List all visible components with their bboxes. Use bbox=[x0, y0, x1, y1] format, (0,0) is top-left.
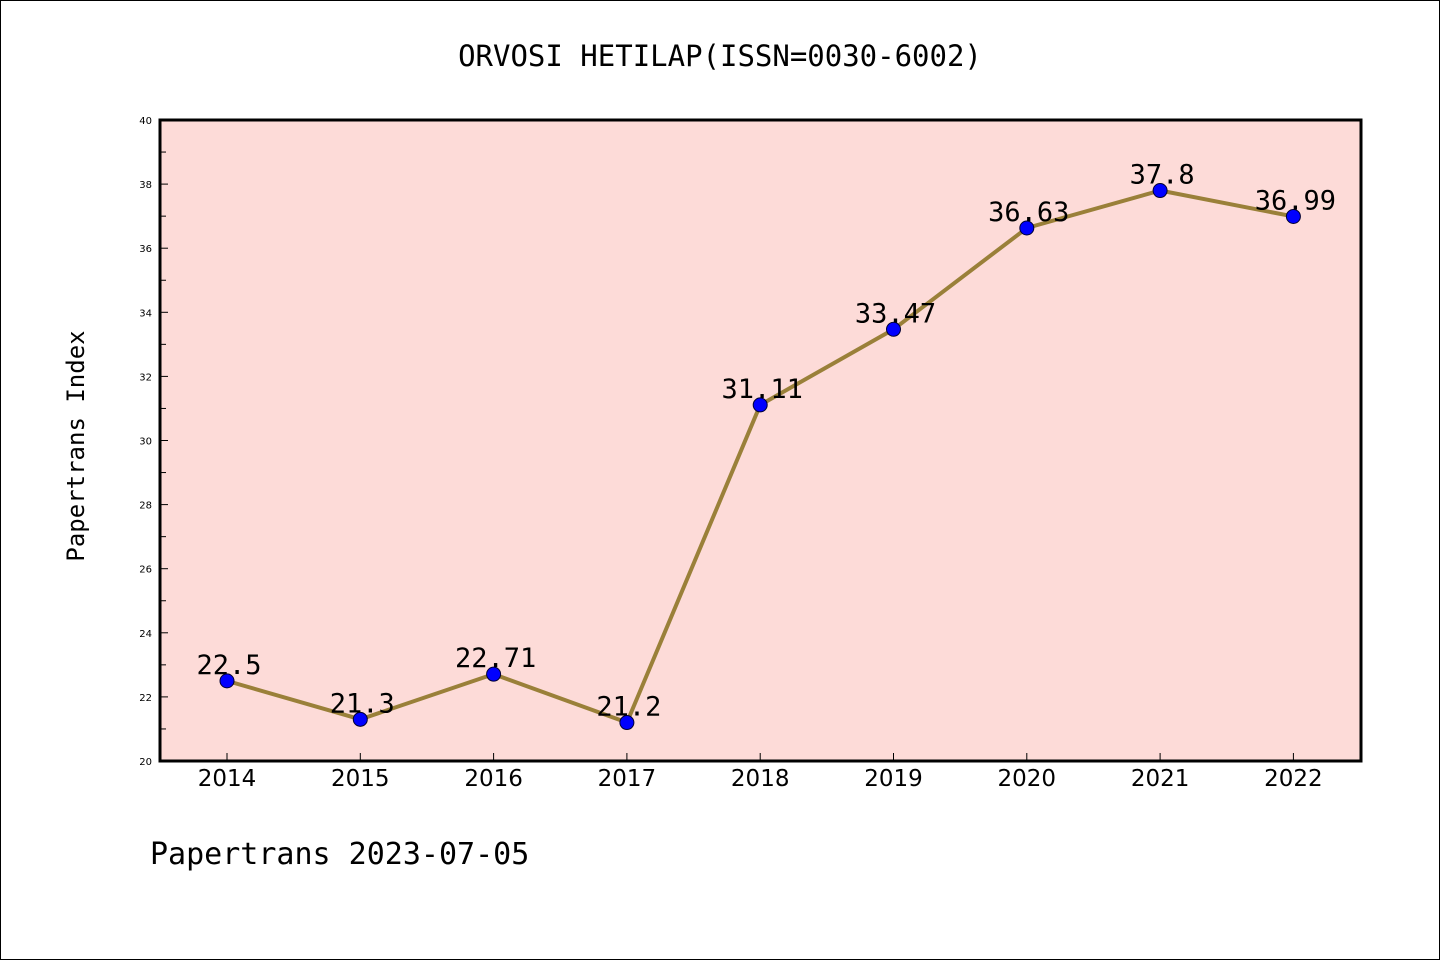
x-tick-label: 2022 bbox=[1264, 766, 1323, 792]
data-label: 37.8 bbox=[1130, 160, 1195, 191]
data-label: 21.2 bbox=[596, 692, 661, 723]
y-tick-label: 32 bbox=[139, 372, 152, 383]
y-tick-label: 28 bbox=[139, 501, 152, 512]
series-line bbox=[219, 183, 1301, 731]
data-point-marker bbox=[619, 715, 635, 731]
y-tick-label: 38 bbox=[139, 180, 152, 191]
data-label: 31.11 bbox=[722, 374, 803, 405]
data-label: 22.5 bbox=[196, 650, 261, 681]
x-tick-label: 2021 bbox=[1131, 766, 1190, 792]
data-label: 36.63 bbox=[988, 197, 1069, 228]
y-tick-label: 20 bbox=[139, 757, 152, 768]
data-point-marker bbox=[752, 397, 768, 413]
chart-title: ORVOSI HETILAP(ISSN=0030-6002) bbox=[458, 39, 982, 73]
y-tick-label: 36 bbox=[139, 244, 152, 255]
data-point-marker bbox=[219, 673, 235, 689]
y-tick-label: 34 bbox=[139, 308, 152, 319]
data-label: 22.71 bbox=[455, 643, 536, 674]
data-point-marker bbox=[1019, 220, 1035, 236]
plot-area bbox=[158, 118, 1363, 763]
y-axis: 20 22 24 26 28 30 32 34 36 38 40 bbox=[139, 116, 168, 768]
x-tick-label: 2018 bbox=[731, 766, 790, 792]
x-tick-label: 2017 bbox=[598, 766, 657, 792]
x-axis: 2014 2015 2016 2017 2018 2019 2020 2021 2022 bbox=[198, 753, 1323, 792]
data-label: 21.3 bbox=[330, 688, 395, 719]
data-point-marker bbox=[352, 711, 368, 727]
x-tick-label: 2015 bbox=[331, 766, 390, 792]
footer-text: Papertrans 2023-07-05 bbox=[150, 837, 529, 872]
x-tick-label: 2016 bbox=[464, 766, 523, 792]
data-labels: 22.5 21.3 22.71 21.2 31.11 33.47 36.63 37.8 36.9… bbox=[196, 160, 1336, 723]
y-tick-label: 24 bbox=[139, 629, 152, 640]
y-tick-label: 40 bbox=[139, 116, 152, 127]
y-tick-label: 30 bbox=[139, 437, 152, 448]
y-tick-label: 22 bbox=[139, 693, 152, 704]
y-tick-label: 26 bbox=[139, 565, 152, 576]
data-point-marker bbox=[1285, 208, 1301, 224]
x-tick-label: 2014 bbox=[198, 766, 257, 792]
y-axis-label: Papertrans Index bbox=[62, 330, 90, 561]
data-point-marker bbox=[886, 321, 901, 337]
data-label: 33.47 bbox=[855, 298, 936, 329]
data-label: 36.99 bbox=[1255, 185, 1336, 216]
x-tick-label: 2019 bbox=[864, 766, 923, 792]
data-point-marker bbox=[1152, 183, 1168, 199]
x-tick-label: 2020 bbox=[998, 766, 1057, 792]
data-point-marker bbox=[486, 666, 502, 682]
